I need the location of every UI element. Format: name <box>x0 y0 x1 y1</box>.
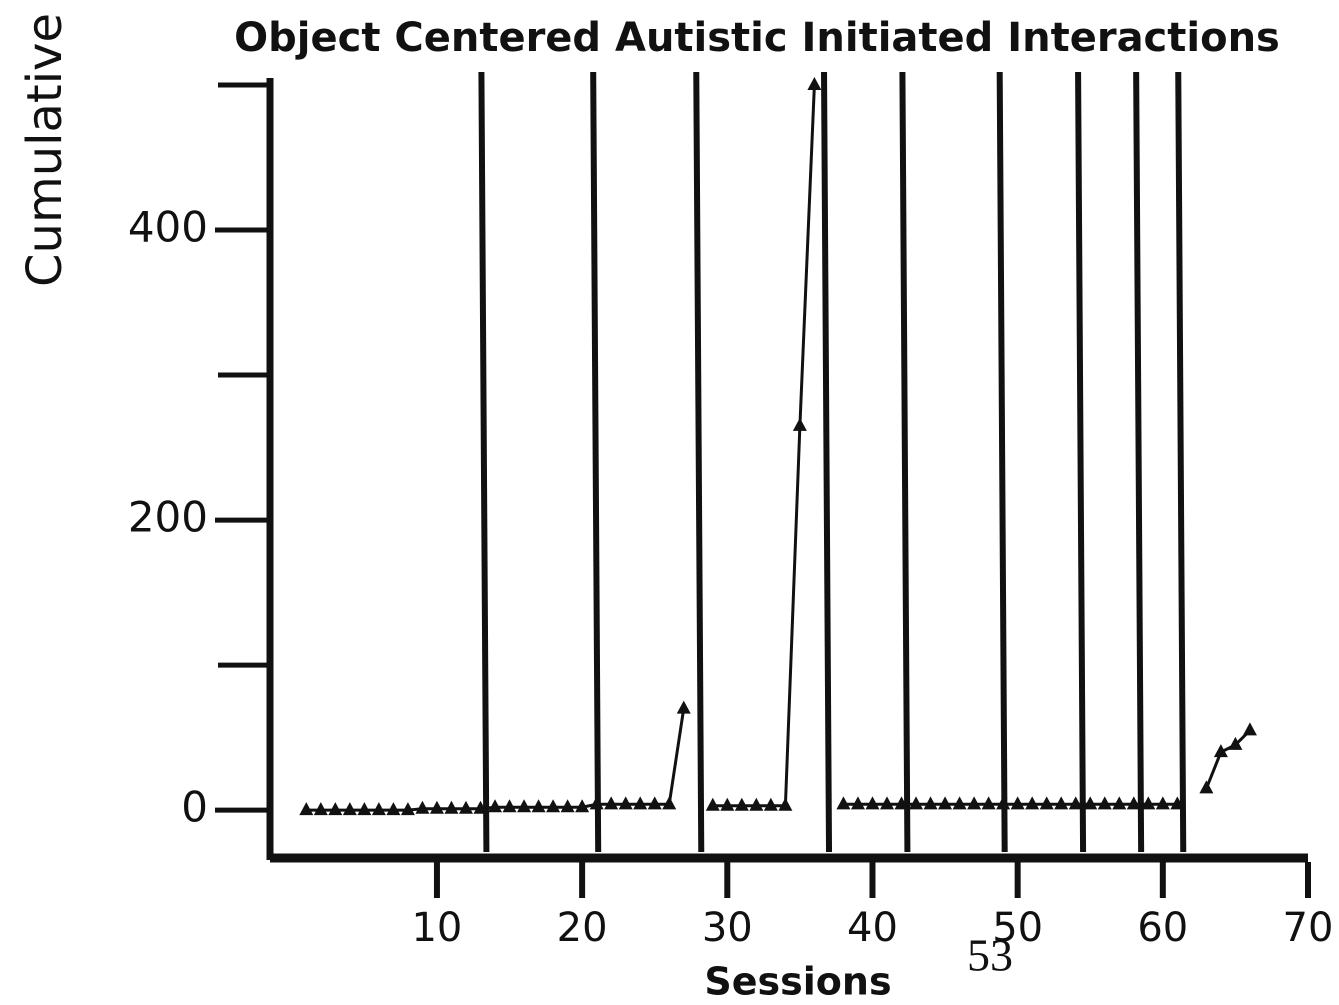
phase-line <box>478 71 490 853</box>
page-number: 53 <box>967 930 1013 981</box>
data-point <box>1097 796 1112 810</box>
data-point <box>1228 736 1243 750</box>
phase-line <box>1175 71 1187 853</box>
data-point <box>589 796 604 810</box>
data-point <box>909 796 924 810</box>
data-point <box>1054 796 1069 810</box>
data-point <box>720 797 735 811</box>
data-point <box>473 800 488 814</box>
data-point <box>299 802 314 816</box>
x-tick-label: 40 <box>847 905 898 951</box>
x-tick-label: 20 <box>557 905 608 951</box>
data-point <box>502 799 517 813</box>
data-line <box>712 84 816 808</box>
data-point <box>647 796 662 810</box>
data-point <box>1083 796 1098 810</box>
data-point <box>488 799 503 813</box>
data-point <box>1112 796 1127 810</box>
data-point <box>734 797 749 811</box>
data-point <box>415 800 430 814</box>
chart-title: Object Centered Autistic Initiated Inter… <box>234 15 1280 61</box>
data-point <box>429 800 444 814</box>
data-point <box>633 796 648 810</box>
x-axis-label: Sessions <box>704 960 891 1004</box>
data-point <box>400 802 415 816</box>
data-point <box>967 796 982 810</box>
data-point <box>938 796 953 810</box>
y-tick-label: 200 <box>128 493 208 542</box>
data-point <box>981 796 996 810</box>
data-point <box>328 802 343 816</box>
data-point <box>546 799 561 813</box>
data-point <box>444 800 459 814</box>
x-tick-label: 30 <box>702 905 753 951</box>
data-point <box>705 797 720 811</box>
data-point <box>1170 796 1185 810</box>
data-point <box>1199 780 1214 794</box>
data-point <box>604 796 619 810</box>
data-point <box>879 796 894 810</box>
data-point <box>1155 796 1170 810</box>
data-point <box>1025 796 1040 810</box>
x-tick-label: 70 <box>1283 905 1334 951</box>
data-point <box>357 802 372 816</box>
data-point <box>1010 796 1025 810</box>
data-point <box>763 797 778 811</box>
data-point <box>894 796 909 810</box>
data-point <box>662 796 677 810</box>
data-point <box>342 802 357 816</box>
data-line <box>1205 729 1251 789</box>
phase-line <box>590 71 602 853</box>
data-point <box>313 802 328 816</box>
data-point <box>865 796 880 810</box>
data-point <box>1068 796 1083 810</box>
data-point <box>1126 796 1141 810</box>
y-axis-label: Cumulative <box>17 13 73 287</box>
data-point <box>792 417 807 431</box>
data-point <box>807 77 822 90</box>
x-tick-label: 50 <box>992 905 1043 951</box>
phase-line <box>1133 71 1145 853</box>
data-point <box>560 799 575 813</box>
data-point <box>531 799 546 813</box>
data-point <box>386 802 401 816</box>
y-tick-label: 0 <box>181 783 208 832</box>
data-point <box>1039 796 1054 810</box>
data-point <box>836 796 851 810</box>
data-point <box>517 799 532 813</box>
data-point <box>850 796 865 810</box>
data-point <box>923 796 938 810</box>
phase-line <box>821 71 833 853</box>
data-point <box>996 796 1011 810</box>
data-point <box>371 802 386 816</box>
y-tick-label: 400 <box>128 203 208 252</box>
x-tick-label: 60 <box>1137 905 1188 951</box>
data-point <box>952 796 967 810</box>
data-point <box>1141 796 1156 810</box>
phase-line <box>1075 71 1087 853</box>
data-point <box>1213 744 1228 758</box>
phase-line <box>899 71 911 853</box>
data-point <box>575 799 590 813</box>
data-point <box>749 797 764 811</box>
phase-line <box>693 71 705 853</box>
data-line <box>306 708 686 812</box>
data-point <box>618 796 633 810</box>
phase-line <box>996 71 1008 853</box>
data-point <box>778 797 793 811</box>
data-point <box>458 800 473 814</box>
x-tick-label: 10 <box>411 905 462 951</box>
data-point <box>1242 722 1257 736</box>
data-point <box>676 700 691 714</box>
